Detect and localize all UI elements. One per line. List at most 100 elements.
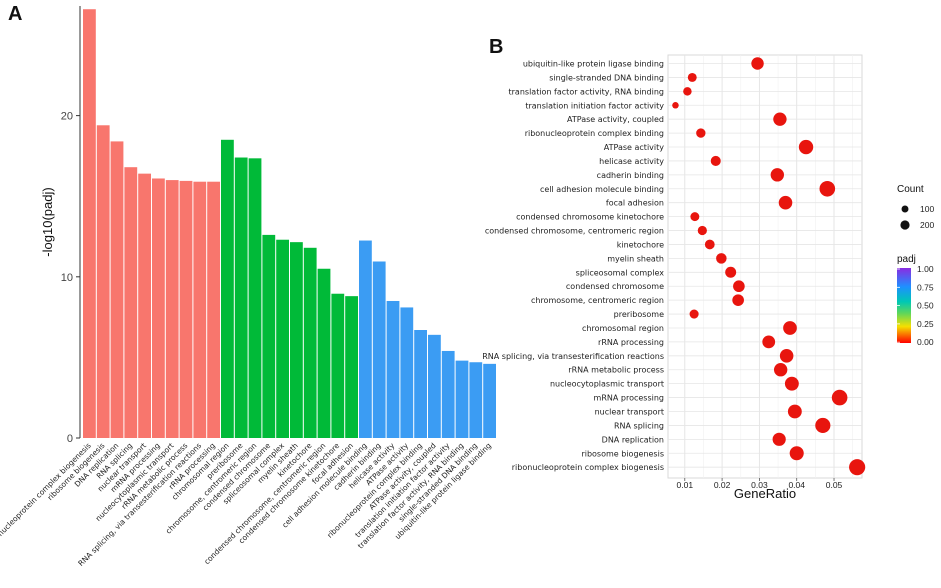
dot-chromosomal-region [783,321,797,335]
bar-translation-initiation-factor-activity [441,350,455,438]
panel-b-y-tick-label: ATPase activity [604,143,664,152]
size-legend-dot [900,220,910,230]
dot-condensed-chromosome-kinetochore [690,212,700,222]
dot-mrna-processing [831,389,848,406]
bar-rrna-metabolic-process [179,180,193,439]
panel-b-y-tick-label: helicase activity [599,157,664,166]
dot-translation-factor-activity-rna-binding [683,87,692,96]
bar-cadherin-binding [372,261,386,438]
panel-b-dot-plot: B ubiquitin-like protein ligase binding s… [482,36,934,501]
panel-b-x-tick-label: 0.05 [826,480,843,490]
color-legend-bar [897,268,911,343]
panel-b-y-tick-label: rRNA metabolic process [568,366,664,375]
panel-b-x-tick-label: 0.02 [714,480,731,490]
dot-focal-adhesion [778,195,793,210]
bar-rrna-processing [207,181,220,439]
size-legend-label: 100 [920,204,934,214]
panel-b-y-tick-label: spliceosomal complex [576,268,665,277]
dot-rna-splicing [815,417,831,433]
panel-b-y-tick-label: RNA splicing [614,421,664,430]
bar-condensed-chromosome-kinetochore [331,293,345,438]
panel-b-y-tick-label: chromosomal region [582,324,664,333]
panel-b-y-tick-label: rRNA processing [598,338,664,347]
bar-ubiquitin-like-protein-ligase-binding [483,363,496,438]
bar-cell-adhesion-molecule-binding [359,240,372,438]
dot-nuclear-transport [787,404,802,419]
bar-dna-replication [110,141,124,438]
panel-b-x-axis-title: GeneRatio [734,486,796,501]
bar-mrna-processing [152,178,165,439]
panel-b-y-tick-label: nucleocytoplasmic transport [550,380,664,389]
panel-b-y-tick-label: ribosome biogenesis [581,449,664,458]
panel-b-y-tick-label: chromosome, centromeric region [531,296,664,305]
panel-b-y-tick-label: DNA replication [602,435,664,444]
dot-condensed-chromosome-centromeric-region [697,225,707,236]
panel-a-y-tick-label: 10 [61,272,73,284]
dot-dna-replication [772,432,786,446]
color-legend-tick-label: 0.75 [917,282,934,292]
dot-rna-splicing-via-transesterification-reactions [779,349,794,363]
dot-spliceosomal-complex [725,266,737,278]
dot-preribosome [689,309,699,319]
color-legend: padj 1.00 0.75 0.50 0.25 0.00 [897,254,934,347]
dot-ribonucleoprotein-complex-biogenesis [849,459,866,476]
bar-ribonucleoprotein-complex-biogenesis [83,9,96,439]
bar-helicase-activity [386,300,400,438]
bar-single-stranded-dna-binding [469,362,483,438]
panel-b-y-tick-label: ubiquitin-like protein ligase binding [523,60,664,69]
panel-b-y-tick-label: condensed chromosome, centromeric region [485,227,664,236]
dot-atpase-activity [798,139,814,155]
panel-b-y-tick-label: nuclear transport [595,408,664,417]
panel-b-y-tick-label: ATPase activity, coupled [567,115,664,124]
panel-b-y-tick-label: kinetochore [617,240,664,249]
dot-translation-initiation-factor-activity [672,101,679,109]
panel-b-y-tick-label: cell adhesion molecule binding [540,185,664,194]
dot-chromosome-centromeric-region [732,294,744,306]
panel-b-x-tick-label: 0.01 [677,480,694,490]
dot-ribosome-biogenesis [789,446,804,461]
panel-b-letter: B [489,36,503,58]
bar-kinetochore [303,247,317,438]
panel-b-y-tick-label: RNA splicing, via transesterification re… [482,352,664,361]
panel-b-x-tick-label: 0.03 [751,480,768,490]
dot-helicase-activity [710,155,721,166]
bar-nucleocytoplasmic-transport [165,180,179,439]
bar-ribosome-biogenesis [96,125,110,439]
dot-ribonucleoprotein-complex-binding [696,128,706,138]
dot-ubiquitin-like-protein-ligase-binding [751,57,764,70]
dot-nucleocytoplasmic-transport [784,376,799,391]
panel-b-y-tick-label: preribosome [614,310,664,319]
panel-b-y-tick-label: focal adhesion [606,199,664,208]
bar-myelin-sheath [290,242,303,438]
bar-condensed-chromosome-centromeric-region [317,268,331,438]
bar-condensed-chromosome [262,234,276,438]
bar-spliceosomal-complex [276,239,289,438]
panel-a-y-tick-label: 0 [67,433,73,445]
bar-rna-splicing [124,167,138,438]
bar-chromosome-centromeric-region [248,158,262,438]
dot-cadherin-binding [770,168,784,182]
panel-a-y-axis-title: -log10(padj) [40,187,55,256]
color-legend-tick-label: 1.00 [917,264,934,274]
dot-myelin-sheath [716,253,727,264]
bar-atpase-activity-coupled [428,334,441,438]
dot-condensed-chromosome [733,280,745,293]
dot-single-stranded-dna-binding [687,72,697,82]
bar-translation-factor-activity-rna-binding [455,360,469,438]
color-legend-tick-label: 0.50 [917,301,934,311]
panel-b-y-tick-label: condensed chromosome kinetochore [516,213,664,222]
size-legend-label: 200 [920,220,934,230]
panel-b-y-tick-label: mRNA processing [594,394,664,403]
panel-b-y-tick-label: translation factor activity, RNA binding [509,87,665,96]
size-legend-dot [901,205,909,213]
panel-b-plot-area [667,54,863,479]
panel-a-letter: A [8,3,22,25]
bar-atpase-activity [400,307,414,438]
size-legend-title: Count [897,184,924,195]
color-legend-tick-label: 0.00 [917,337,934,347]
dot-rrna-metabolic-process [773,363,788,377]
panel-b-y-tick-label: translation initiation factor activity [525,101,664,110]
bar-focal-adhesion [345,296,358,438]
